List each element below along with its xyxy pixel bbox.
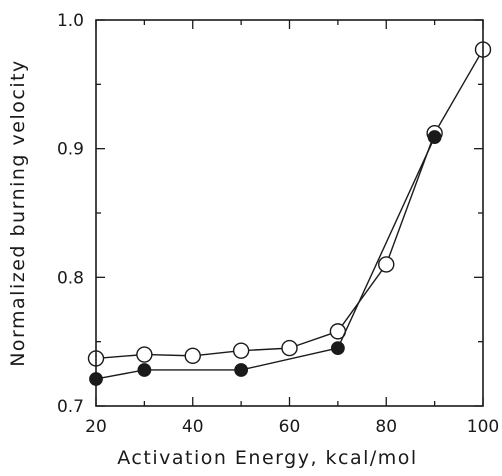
open-circle-point	[184, 347, 201, 365]
y-tick-label: 0.8	[57, 268, 84, 288]
open-circle-point	[136, 346, 153, 363]
open-circle-point	[378, 256, 395, 273]
x-tick-label: 100	[467, 417, 499, 437]
x-tick-label: 40	[182, 417, 204, 437]
series-1-segment	[341, 270, 383, 326]
series-2-segment	[339, 142, 433, 343]
x-tick-label: 20	[85, 417, 107, 437]
y-tick-label: 1.0	[57, 11, 84, 31]
series-1-segment	[248, 347, 283, 351]
open-circle-point	[232, 342, 250, 359]
filled-circle-point	[427, 130, 442, 144]
open-circle-point	[281, 339, 298, 357]
x-tick-label: 80	[375, 417, 397, 437]
filled-circle-point	[137, 363, 152, 377]
x-axis-title: Activation Energy, kcal/mol	[117, 447, 417, 469]
y-tick-label: 0.9	[57, 140, 84, 160]
series-1-segment	[437, 55, 480, 128]
y-tick-label: 0.7	[57, 397, 84, 417]
filled-circle-point	[330, 341, 345, 355]
x-tick-label: 60	[279, 417, 301, 437]
open-circle-point	[474, 41, 492, 58]
series-1-segment	[296, 333, 332, 347]
axis-labels: 20 40 60 80 100 0.7 0.8 0.9 1.0 Activation Energy…	[7, 11, 499, 469]
data-marks	[87, 41, 492, 386]
y-axis-title: Normalized burning velocity	[7, 59, 29, 367]
series-1-segment	[103, 354, 137, 359]
series-1-segment	[151, 354, 186, 357]
plot-area	[95, 19, 484, 407]
filled-circle-point	[234, 363, 249, 377]
series-2-segment	[247, 348, 332, 370]
series-1-segment	[200, 350, 234, 356]
series-2-segment	[101, 370, 139, 379]
plot-frame	[95, 19, 484, 407]
filled-circle-point	[89, 372, 103, 386]
open-circle-point	[87, 350, 105, 367]
